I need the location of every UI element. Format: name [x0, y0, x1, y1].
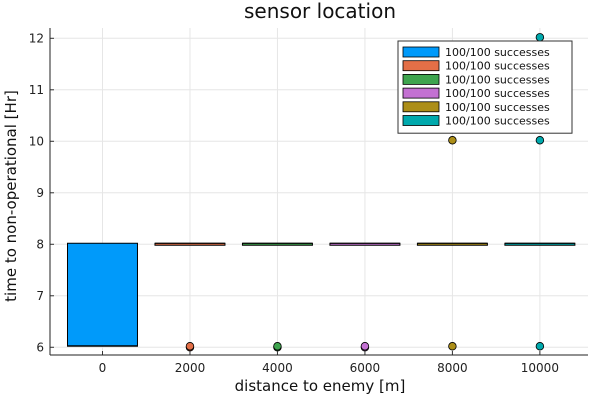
y-tick-label: 8 — [36, 237, 44, 251]
legend-label: 100/100 successes — [445, 73, 550, 86]
outlier-point — [448, 136, 457, 145]
legend-label: 100/100 successes — [445, 60, 550, 73]
series-5 — [504, 33, 576, 351]
x-tick-label: 2000 — [175, 361, 206, 375]
outlier-point — [360, 342, 370, 351]
x-tick-label: 0 — [99, 361, 107, 375]
axes: 0 2000 4000 6000 8000 10000 6 7 8 9 10 11 12 — [29, 28, 588, 375]
outlier-point — [535, 136, 545, 145]
series-0 — [66, 242, 138, 347]
outlier-point — [185, 342, 195, 351]
legend-swatch — [402, 115, 440, 126]
series-2 — [241, 242, 313, 352]
legend-swatch — [402, 74, 440, 85]
outlier-point — [448, 342, 457, 351]
y-tick-label: 11 — [29, 83, 44, 97]
y-tick-label: 9 — [36, 186, 44, 200]
legend-label: 100/100 successes — [445, 115, 550, 128]
outlier-point — [273, 342, 282, 351]
y-tick-label: 10 — [29, 134, 44, 148]
x-tick-label: 8000 — [437, 361, 468, 375]
y-tick-label: 7 — [36, 289, 44, 303]
boxes — [66, 33, 576, 352]
legend-swatch — [402, 46, 440, 58]
legend-label: 100/100 successes — [445, 46, 550, 59]
series-1 — [154, 242, 226, 352]
chart-title: sensor location — [244, 0, 396, 23]
series-4 — [416, 136, 488, 351]
box — [66, 242, 138, 347]
legend-swatch — [402, 101, 440, 113]
legend-swatch — [402, 87, 440, 99]
x-tick-label: 6000 — [350, 361, 381, 375]
outlier-point — [535, 33, 545, 42]
legend-label: 100/100 successes — [445, 87, 550, 100]
y-tick-label: 12 — [29, 31, 44, 45]
x-tick-label: 4000 — [262, 361, 293, 375]
series-3 — [329, 242, 401, 352]
legend-swatch — [402, 60, 440, 72]
y-axis-title: time to non-operational [Hr] — [2, 90, 20, 302]
x-tick-label: 10000 — [521, 361, 559, 375]
outlier-point — [535, 342, 545, 351]
y-tick-label: 6 — [36, 340, 44, 354]
x-axis-title: distance to enemy [m] — [235, 377, 406, 395]
legend-label: 100/100 successes — [445, 101, 550, 114]
